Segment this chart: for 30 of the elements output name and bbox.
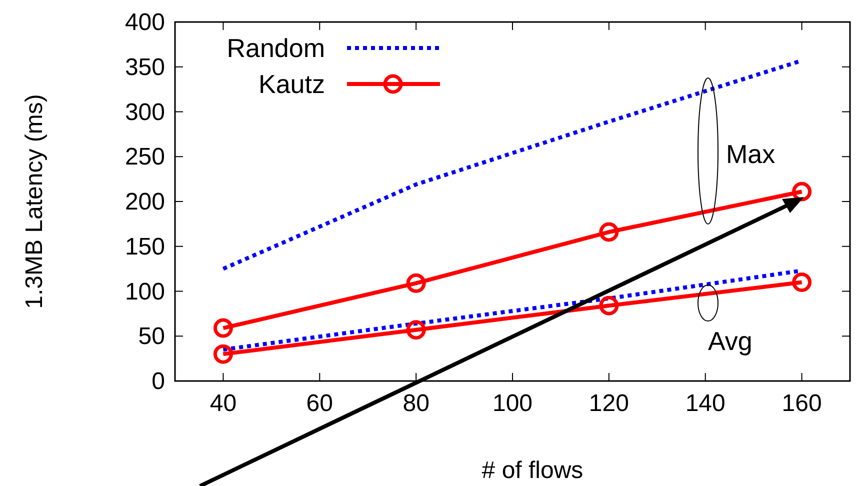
point: [599, 222, 619, 242]
x-tick-label: 80: [402, 390, 430, 417]
y-tick-label: 200: [124, 188, 165, 216]
x-axis-title: # of flows: [482, 457, 584, 484]
point: [213, 318, 233, 338]
y-tick-label: 400: [124, 9, 165, 36]
y-tick-label: 100: [124, 278, 165, 306]
y-tick-label: 350: [124, 54, 165, 81]
point: [792, 182, 812, 202]
x-tick-label: 120: [588, 390, 629, 417]
x-tick-label: 40: [210, 390, 237, 417]
point: [792, 272, 812, 292]
x-tick-label: 140: [685, 390, 726, 417]
y-tick-label: 50: [138, 323, 165, 350]
point: [406, 320, 426, 340]
legend-label: Kautz: [258, 69, 325, 99]
y-axis-title: 1.3MB Latency (ms): [21, 94, 48, 309]
y-tick-label: 0: [152, 368, 165, 395]
y-tick-label: 250: [124, 144, 165, 171]
y-tick-label: 300: [124, 98, 165, 126]
annotation: Avg: [708, 326, 752, 356]
x-tick-label: 60: [306, 390, 333, 417]
point: [213, 344, 233, 364]
annotation: Max: [726, 139, 776, 169]
point: [406, 273, 426, 293]
x-tick-label: 160: [782, 390, 822, 417]
y-tick-label: 150: [124, 233, 165, 260]
x-tick-label: 100: [492, 390, 533, 417]
legend-label: Random: [226, 33, 325, 63]
point: [599, 296, 619, 316]
